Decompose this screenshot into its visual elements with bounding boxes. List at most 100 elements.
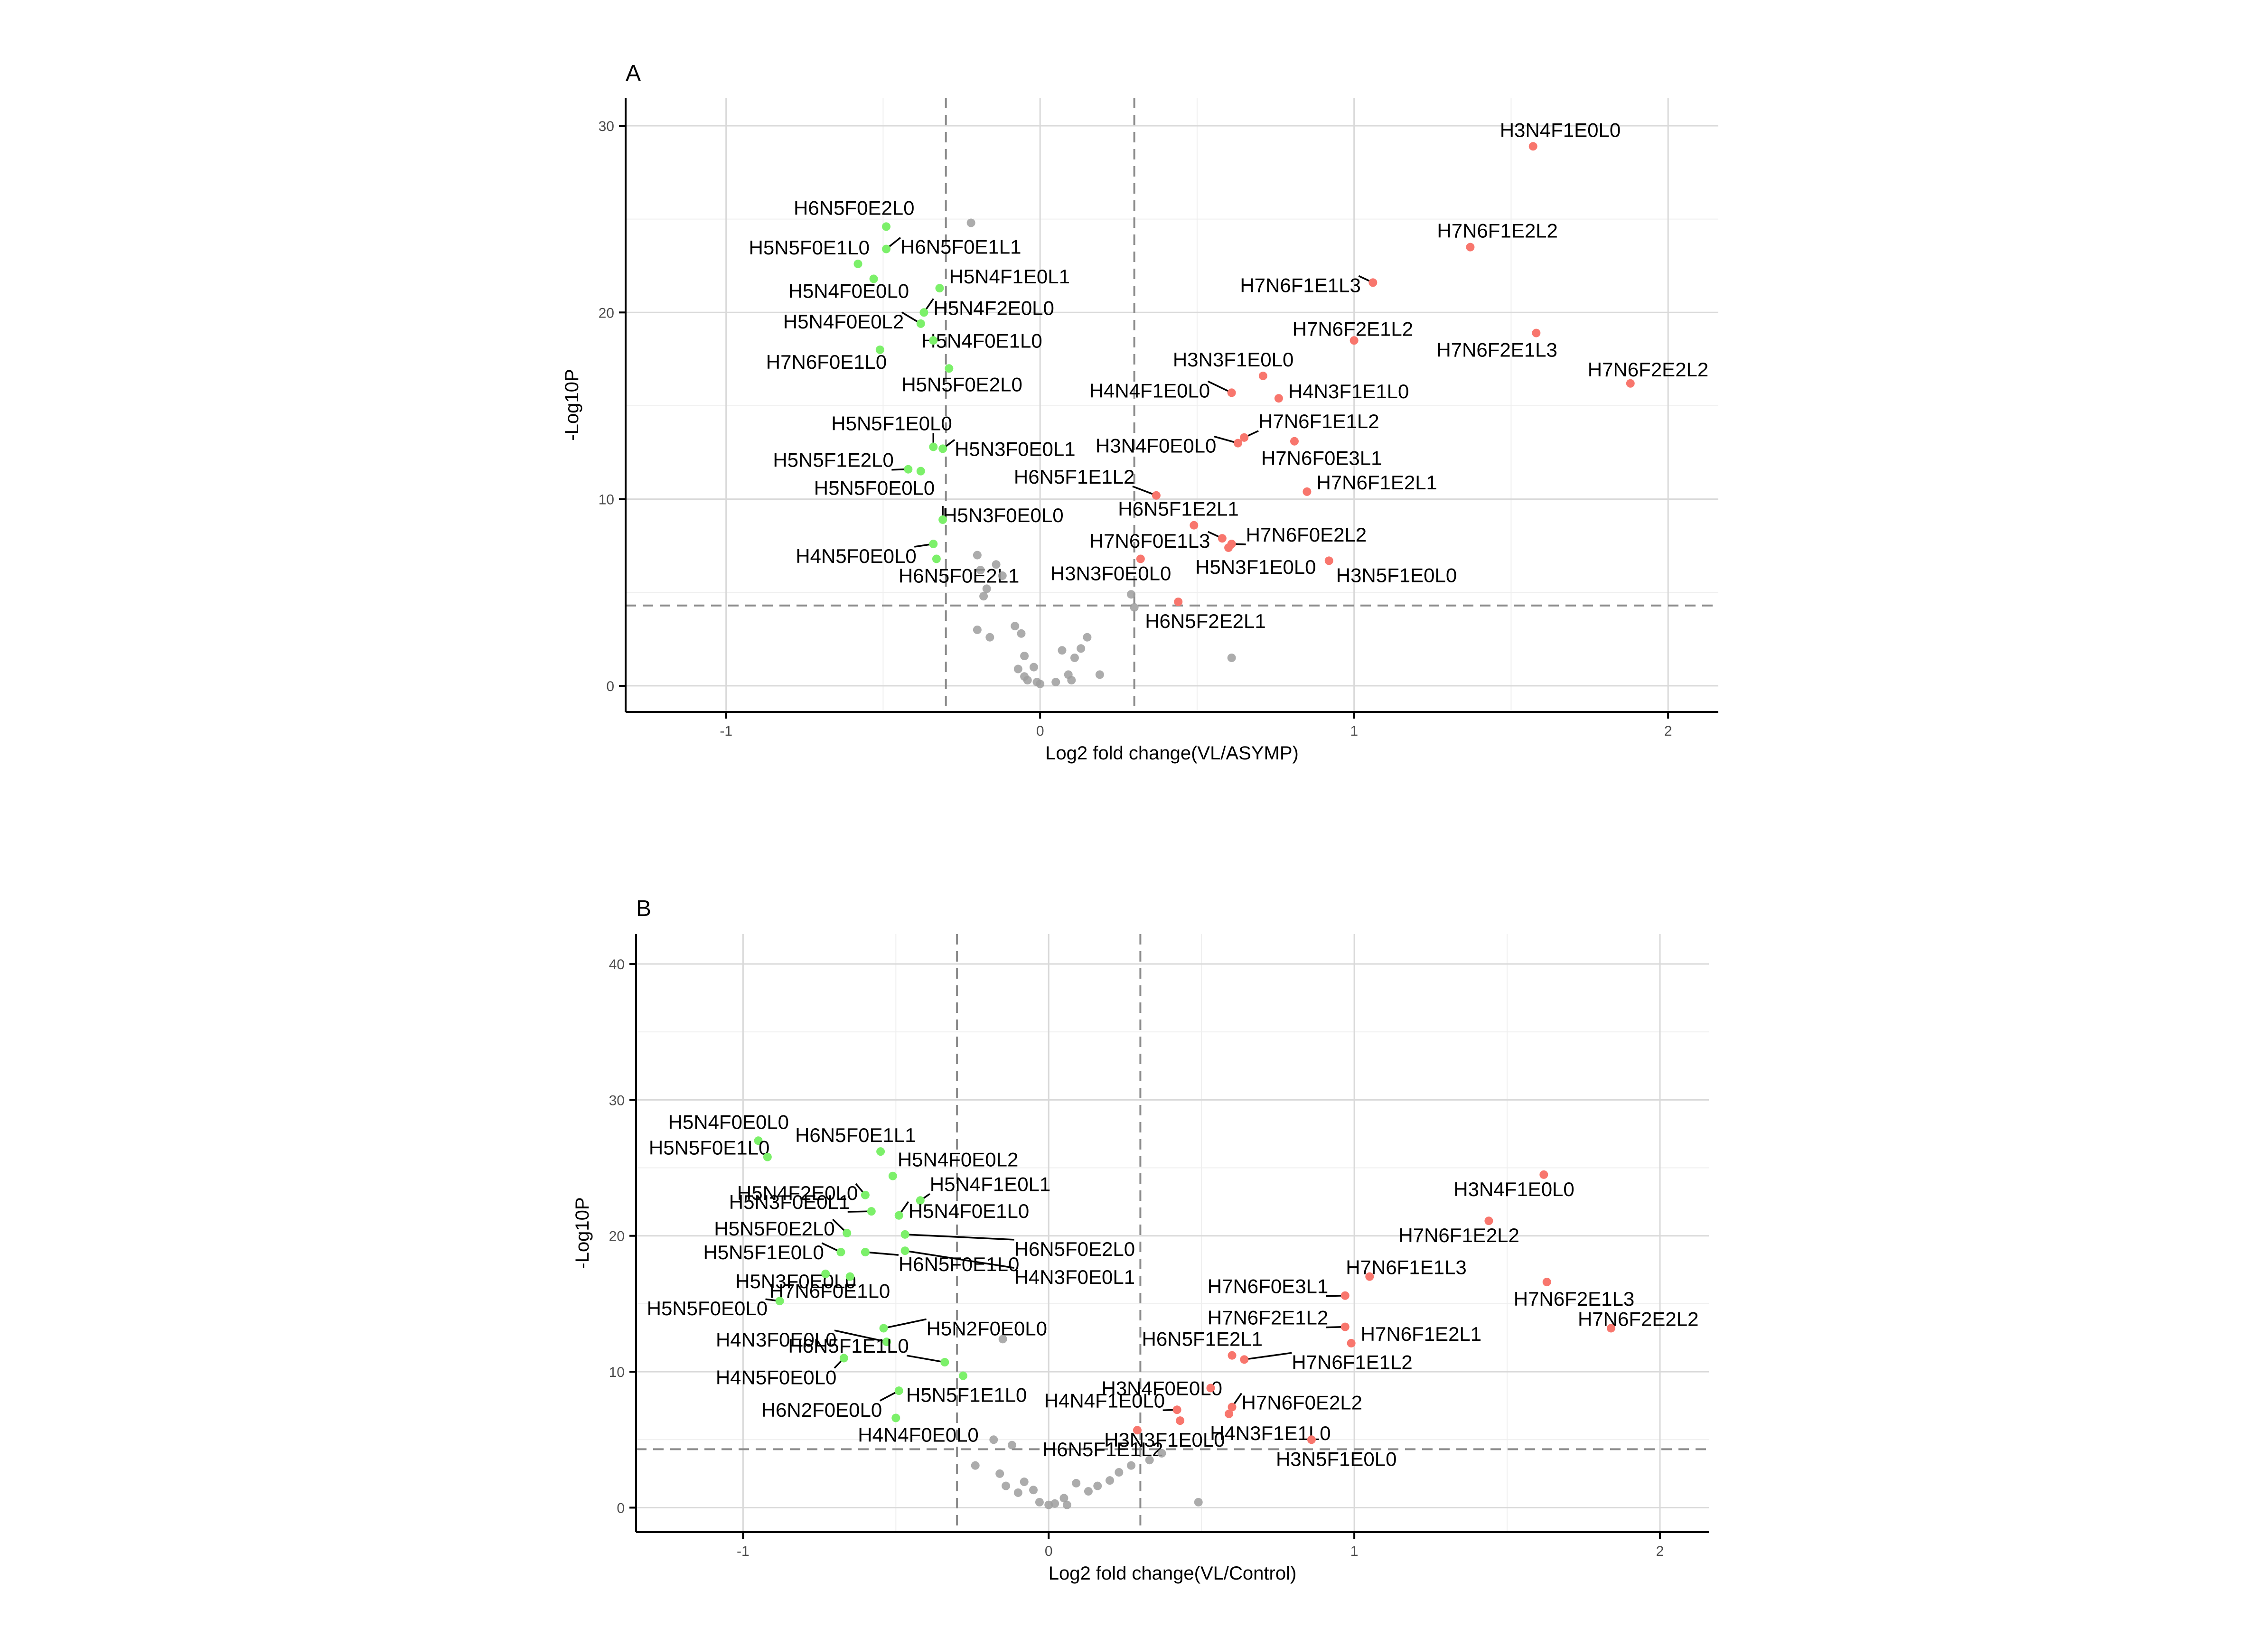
panel-a-major-grid [626, 98, 1718, 712]
panel-a-point-ns [982, 584, 991, 593]
panel-a-y-tick-label: 0 [606, 679, 614, 694]
panel-a-point-ns [992, 560, 1001, 569]
panel-a-point-ns [1067, 676, 1076, 685]
panel-b-point-up [1340, 1322, 1350, 1331]
panel-b-point-down [836, 1248, 845, 1257]
panel-a-point-label: H5N3F0E0L0 [943, 504, 1063, 526]
panel-b-point-ns [1002, 1481, 1011, 1490]
panel-a-point-ns [979, 592, 988, 601]
panel-a-point-ns [1020, 652, 1029, 661]
panel-a-point-label: H7N6F0E3L1 [1261, 447, 1382, 469]
panel-b-point-up [1225, 1409, 1234, 1418]
panel-a-point-down [929, 336, 938, 345]
panel-b-point-label: H6N5F1E1L0 [788, 1335, 909, 1357]
panel-b-point-down [882, 1338, 891, 1347]
panel-b-point-ns [1127, 1461, 1136, 1470]
panel-b-point-down [861, 1190, 870, 1199]
panel-a-point-up [1350, 336, 1359, 345]
panel-b-point-down [763, 1152, 772, 1161]
panel-b-point-down [900, 1246, 909, 1255]
panel-b-label-leader [1244, 1352, 1292, 1361]
panel-b-point-up [1240, 1355, 1249, 1364]
panel-a-point-label: H7N6F1E1L2 [1258, 410, 1379, 432]
panel-a-point-ns [1058, 646, 1067, 655]
panel-a-point-label: H5N5F0E0L0 [814, 477, 935, 499]
panel-b-point-up [1484, 1216, 1493, 1225]
panel-a-point-label: H7N6F2E1L2 [1293, 318, 1413, 340]
panel-b-label-leader [834, 1329, 887, 1343]
panel-b-point-down [916, 1196, 925, 1205]
panel-b-label-leader [865, 1251, 899, 1256]
panel-a-point-label: H6N5F2E2L1 [1145, 610, 1265, 632]
panel-b-major-grid [636, 934, 1709, 1532]
panel-b-point-up [1340, 1291, 1350, 1300]
panel-b-point-down [958, 1371, 967, 1380]
panel-a-point-ns [1011, 622, 1020, 631]
panel-b-point-label: H6N5F1E1L2 [1042, 1438, 1163, 1460]
panel-a-point-label: H7N6F1E2L2 [1437, 220, 1557, 242]
panel-b-point-ns [1059, 1494, 1068, 1503]
panel-a-point-ns [1036, 680, 1045, 689]
panel-b-label-leader [905, 1234, 1014, 1241]
panel-b-label-leader [883, 1318, 927, 1329]
panel-b-point-down [900, 1230, 909, 1239]
panel-a-point-up [1224, 543, 1233, 552]
panel-b-point-up [1228, 1403, 1237, 1412]
panel-b-point-label: H6N5F0E2L0 [1014, 1238, 1135, 1260]
panel-a-point-up [1303, 487, 1312, 496]
panel-a-x-tick-label: 0 [1036, 723, 1044, 739]
panel-a-point-label: H5N4F0E1L0 [921, 329, 1042, 352]
panel-b-point-ns [1050, 1499, 1059, 1508]
panel-a-point-label: H4N4F1E0L0 [1089, 379, 1210, 402]
panel-a-point-label: H7N6F1E1L3 [1240, 274, 1360, 296]
panel-a-point-label: H5N5F1E0L0 [831, 412, 952, 434]
panel-b-point-label: H5N3F0E0L0 [735, 1270, 856, 1292]
panel-a-point-label: H4N5F0E0L0 [796, 545, 916, 567]
panel-b-point-label: H3N4F0E0L0 [1101, 1377, 1222, 1399]
panel-a-point-ns [1077, 644, 1086, 653]
panel-b-point-label: H7N6F1E2L2 [1398, 1224, 1519, 1246]
panel-b-x-tick-label: 2 [1656, 1543, 1664, 1559]
panel-b-point-label: H5N4F0E0L0 [668, 1111, 789, 1133]
panel-a-point-down [916, 319, 925, 328]
panel-b-point-down [839, 1354, 848, 1363]
panel-b-point-ns [1072, 1478, 1081, 1487]
panel-b-point-label: H6N5F0E1L1 [795, 1124, 916, 1146]
panel-b-y-tick-label: 40 [609, 957, 625, 973]
panel-a-point-down [916, 467, 925, 476]
panel-b-point-up [1206, 1384, 1215, 1393]
panel-a-point-down [875, 345, 884, 354]
panel-a-x-tick-label: 2 [1664, 723, 1672, 739]
panel-a-point-up [1528, 142, 1537, 151]
panel-b-point-label: H7N6F2E1L2 [1208, 1307, 1328, 1329]
panel-b-point-label: H5N4F0E0L2 [898, 1149, 1018, 1171]
panel-a-point-label: H5N4F2E0L0 [933, 297, 1054, 319]
panel-b-point-label: H7N6F0E2L2 [1242, 1392, 1362, 1414]
panel-b-point-label: H7N6F0E3L1 [1208, 1275, 1328, 1298]
panel-a-y-tick-label: 30 [599, 119, 614, 134]
panel-a-point-label: H6N5F0E2L0 [794, 196, 914, 219]
panel-a-point-down [938, 444, 947, 453]
panel-a-point-up [1466, 243, 1475, 252]
panel-a-point-label: H5N5F1E2L0 [773, 449, 893, 471]
panel-a-point-ns [973, 625, 982, 634]
panel-b-y-tick-label: 30 [609, 1093, 625, 1108]
panel-a-point-ns [1029, 663, 1038, 672]
panel-b-point-label: H5N4F0E1L0 [909, 1200, 1029, 1222]
panel-b-point-label: H7N6F1E2L1 [1361, 1323, 1481, 1345]
panel-b-point-ns [1145, 1456, 1154, 1465]
panel-b-point-down [754, 1136, 763, 1145]
panel-b-point-down [879, 1324, 888, 1333]
panel-b-y-tick-label: 20 [609, 1229, 625, 1244]
panel-b-point-label: H4N5F0E0L0 [716, 1366, 836, 1388]
panel-a-point-label: H5N3F1E0L0 [1195, 556, 1316, 578]
panel-a-minor-grid [626, 98, 1718, 712]
panel-b-point-down [845, 1272, 854, 1281]
panel-a-point-label: H3N3F1E0L0 [1173, 348, 1293, 371]
panel-b-point-down [894, 1386, 903, 1395]
panel-b-volcano-plot: -1 0 1 2010203040H3N4F1E0L0H7N6F1E2L2H7N6F1… [572, 896, 1709, 1584]
panel-b-point-label: H4N3F0E0L0 [716, 1328, 836, 1351]
panel-a-point-label: H6N5F0E1L1 [900, 236, 1021, 258]
panel-b-minor-grid [636, 934, 1709, 1532]
panel-b-point-down [843, 1229, 852, 1237]
